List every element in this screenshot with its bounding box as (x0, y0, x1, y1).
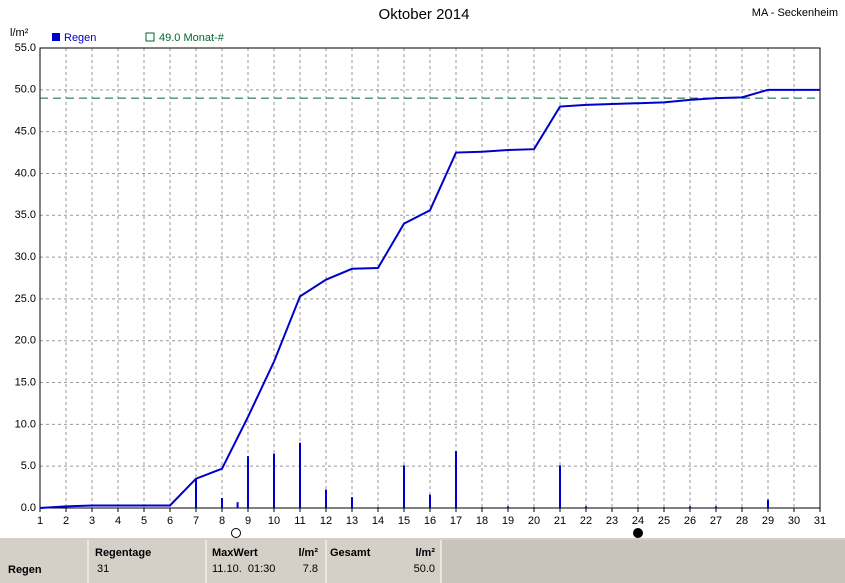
bar (663, 507, 665, 509)
y-tick-label: 15.0 (15, 376, 36, 388)
x-tick-label: 11 (294, 515, 305, 527)
x-tick-label: 14 (372, 515, 384, 527)
x-tick-label: 13 (346, 515, 358, 527)
x-tick-label: 20 (528, 515, 540, 527)
x-tick-label: 18 (476, 515, 488, 527)
y-tick-label: 35.0 (15, 209, 36, 221)
moon-new (633, 528, 643, 538)
x-tick-label: 9 (245, 515, 251, 527)
y-axis-label: l/m² (10, 27, 29, 39)
bar (767, 499, 769, 508)
table-cell: 50.0 (414, 563, 435, 575)
bar (507, 506, 509, 508)
bar (325, 489, 327, 508)
y-tick-label: 55.0 (15, 42, 36, 54)
x-tick-label: 7 (193, 515, 199, 527)
bar (351, 497, 353, 508)
y-tick-label: 25.0 (15, 293, 36, 305)
table-cell: 11.10. 01:30 (212, 563, 275, 575)
table-header: l/m² (415, 547, 435, 559)
x-tick-label: 1 (37, 515, 43, 527)
x-tick-label: 3 (89, 515, 95, 527)
x-tick-label: 17 (450, 515, 462, 527)
x-tick-label: 5 (141, 515, 147, 527)
x-tick-label: 29 (762, 515, 774, 527)
bar (273, 453, 275, 508)
x-tick-label: 2 (63, 515, 69, 527)
x-tick-label: 27 (710, 515, 722, 527)
footer-empty (441, 540, 845, 583)
legend-swatch (145, 32, 155, 42)
bar (533, 507, 535, 509)
x-tick-label: 24 (632, 515, 644, 527)
x-tick-label: 28 (736, 515, 748, 527)
legend-swatch (52, 33, 60, 41)
row-label: Regen (8, 564, 42, 576)
bar (559, 465, 561, 508)
bar (247, 456, 249, 508)
bar (637, 507, 639, 509)
x-tick-label: 19 (502, 515, 514, 527)
x-tick-label: 22 (580, 515, 592, 527)
x-tick-label: 26 (684, 515, 696, 527)
legend-label: Regen (64, 32, 96, 44)
y-tick-label: 5.0 (21, 460, 36, 472)
y-tick-label: 0.0 (21, 502, 36, 514)
legend-label: 49.0 Monat-# (159, 32, 225, 44)
x-tick-label: 15 (398, 515, 410, 527)
station: MA - Seckenheim (752, 7, 838, 19)
table-header: Regentage (95, 547, 151, 559)
x-tick-label: 25 (658, 515, 670, 527)
x-tick-label: 6 (167, 515, 173, 527)
bar (715, 506, 717, 508)
cumulative-line (39, 88, 820, 509)
bar (236, 502, 239, 508)
bar (455, 451, 457, 508)
table-header: MaxWert (212, 547, 258, 559)
bar (221, 497, 223, 508)
bar (403, 465, 405, 508)
x-tick-label: 30 (788, 515, 800, 527)
x-tick-label: 4 (115, 515, 121, 527)
table-cell: 31 (97, 563, 109, 575)
x-tick-label: 12 (320, 515, 332, 527)
y-tick-label: 50.0 (15, 84, 36, 96)
y-tick-label: 40.0 (15, 167, 36, 179)
table-cell: 7.8 (303, 563, 318, 575)
y-tick-label: 20.0 (15, 335, 36, 347)
moon-full (231, 528, 241, 538)
bar (689, 506, 691, 508)
bar (377, 507, 379, 509)
bar (195, 478, 197, 508)
x-tick-label: 21 (554, 515, 566, 527)
x-tick-label: 8 (219, 515, 225, 527)
x-tick-label: 16 (424, 515, 436, 527)
bar (429, 494, 431, 508)
x-tick-label: 23 (606, 515, 618, 527)
bar (585, 506, 587, 508)
table-header: l/m² (298, 547, 318, 559)
y-tick-label: 45.0 (15, 126, 36, 138)
x-tick-label: 10 (268, 515, 280, 527)
bar (741, 507, 743, 509)
chart-title: Oktober 2014 (379, 6, 470, 23)
bar (481, 507, 483, 509)
bar (299, 442, 301, 508)
y-tick-label: 30.0 (15, 251, 36, 263)
y-tick-label: 10.0 (15, 418, 36, 430)
table-header: Gesamt (330, 547, 371, 559)
x-tick-label: 31 (814, 515, 826, 527)
